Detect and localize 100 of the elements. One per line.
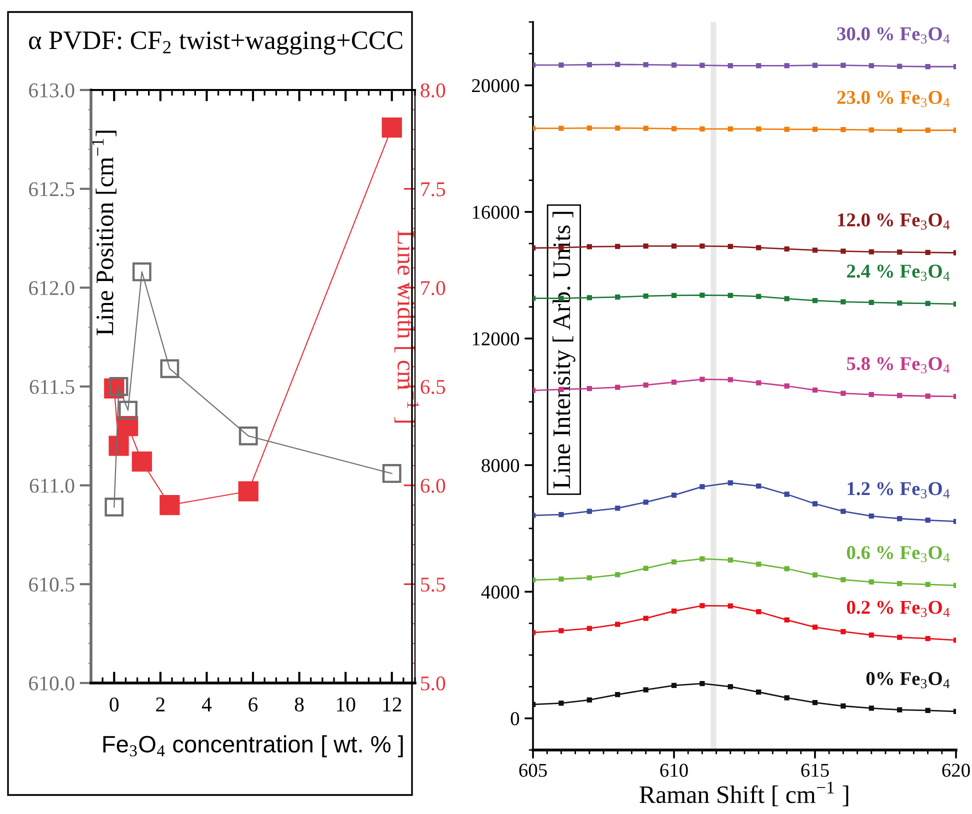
point xyxy=(897,634,902,640)
point xyxy=(897,64,902,69)
point xyxy=(671,608,677,614)
point xyxy=(840,127,846,132)
y-tick-label: 0 xyxy=(510,712,520,726)
point xyxy=(700,484,705,490)
point xyxy=(812,700,818,706)
x-tick-label: 0 xyxy=(110,697,119,712)
point xyxy=(925,128,930,133)
point xyxy=(643,382,648,388)
point xyxy=(586,697,592,703)
point xyxy=(615,125,620,131)
point xyxy=(925,64,930,70)
point xyxy=(728,63,733,68)
point xyxy=(160,359,180,378)
point xyxy=(643,566,648,571)
y2-tick-label: 5.5 xyxy=(421,578,446,592)
point xyxy=(897,580,902,586)
series-label: 0.2 % Fe$_{3}$O$_{4}$ xyxy=(846,600,950,618)
point xyxy=(868,392,874,398)
point xyxy=(671,126,677,132)
point xyxy=(925,518,930,523)
point xyxy=(840,508,846,514)
point xyxy=(925,250,930,255)
y-tick-label: 16000 xyxy=(472,206,520,219)
y-tick-label: 12000 xyxy=(472,332,520,346)
point xyxy=(868,127,874,133)
chart-title: α PVDF: CF$_{2}$ twist+wagging+CCC xyxy=(29,31,402,55)
y-tick-label: 612.5 xyxy=(29,182,74,196)
y2-tick-label: 6.5 xyxy=(420,380,446,394)
point xyxy=(812,388,818,393)
point xyxy=(840,299,846,304)
point xyxy=(728,126,733,132)
point xyxy=(586,295,592,300)
point xyxy=(784,296,790,302)
point xyxy=(728,558,733,563)
point xyxy=(643,244,648,249)
point xyxy=(615,692,620,698)
point xyxy=(558,576,564,582)
point xyxy=(238,426,258,446)
point xyxy=(925,394,930,399)
series-label: 23.0 % Fe$_{3}$O$_{4}$ xyxy=(837,90,950,108)
point xyxy=(643,500,648,505)
point xyxy=(784,63,790,68)
point xyxy=(104,498,124,517)
point xyxy=(812,624,818,630)
point xyxy=(784,566,790,572)
point xyxy=(784,383,790,389)
point xyxy=(671,682,677,688)
point xyxy=(868,514,874,519)
point xyxy=(897,516,902,522)
point xyxy=(868,63,874,68)
point xyxy=(118,400,138,420)
point xyxy=(671,292,677,298)
point xyxy=(643,616,648,621)
point xyxy=(700,62,705,68)
point xyxy=(671,380,677,385)
point xyxy=(700,126,705,132)
point xyxy=(812,62,818,68)
point xyxy=(868,632,874,638)
y2-tick-label: 7.0 xyxy=(421,281,446,296)
x-axis-title: Fe$_{3}$O$_{4}$ concentration [ wt. % ] xyxy=(103,735,403,758)
series-label: 30.0 % Fe$_{3}$O$_{4}$ xyxy=(837,27,950,44)
y-tick-label: 610.5 xyxy=(29,578,74,592)
point xyxy=(784,695,790,700)
point xyxy=(840,577,846,582)
point xyxy=(108,436,129,456)
point xyxy=(728,292,733,298)
point xyxy=(728,377,733,382)
y-tick-label: 613.0 xyxy=(29,83,74,98)
point xyxy=(382,464,402,483)
point xyxy=(756,245,762,250)
y2-tick-label: 5.0 xyxy=(421,676,446,691)
point xyxy=(812,248,818,253)
y-axis-title: Line Intensity [ Arb. Units ] xyxy=(552,212,576,488)
point xyxy=(558,700,564,706)
point xyxy=(812,501,818,506)
point xyxy=(756,294,762,299)
x-tick-label: 2 xyxy=(156,698,164,712)
point xyxy=(615,294,620,300)
point xyxy=(586,575,592,580)
point xyxy=(840,62,846,68)
point xyxy=(925,300,930,306)
point xyxy=(586,244,592,250)
x-tick-label: 605 xyxy=(519,764,547,777)
point xyxy=(756,483,762,489)
point xyxy=(756,126,762,132)
point xyxy=(671,559,677,565)
point xyxy=(728,480,733,486)
point xyxy=(615,506,620,511)
point xyxy=(558,512,564,518)
x-tick-label: 610 xyxy=(660,764,688,777)
point xyxy=(700,603,705,608)
point xyxy=(132,452,152,472)
y-tick-label: 20000 xyxy=(472,79,520,92)
point xyxy=(643,62,648,68)
point xyxy=(700,292,705,298)
point xyxy=(615,572,620,578)
point xyxy=(700,680,705,686)
series-label: 1.2 % Fe$_{3}$O$_{4}$ xyxy=(848,482,950,498)
